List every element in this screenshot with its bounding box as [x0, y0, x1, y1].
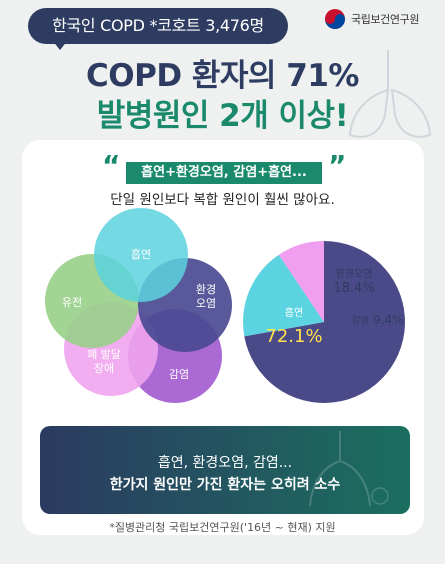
agency-logo: 국립보건연구원 — [324, 8, 419, 30]
headline-line1: COPD 환자의 71% — [86, 58, 359, 94]
pie-label-name-1: 환경오염 — [336, 267, 373, 280]
cohort-pill-tail — [52, 40, 68, 50]
pie-label-value-1: 18.4% — [333, 281, 374, 296]
headline-line2: 발병원인 2개 이상! — [96, 98, 349, 134]
venn-label-smoking: 흡연 — [131, 247, 151, 261]
pie-label-name-0: 흡연 — [285, 306, 303, 319]
card-subtitle: 단일 원인보다 복합 원인이 훨씬 많아요. — [110, 192, 335, 208]
taegeuk-logo-icon — [325, 9, 345, 29]
agency-name: 국립보건연구원 — [351, 13, 420, 26]
venn-label-environment: 환경 오염 — [196, 283, 216, 310]
pie-label-value-2: 9.4% — [373, 313, 404, 327]
pie-slice-0 — [244, 241, 405, 403]
summary-line1: 흡연, 환경오염, 감염... — [157, 455, 293, 471]
quote-close-mark: ” — [328, 149, 347, 182]
summary-box: 흡연, 환경오염, 감염... 한가지 원인만 가진 환자는 오히려 소수 — [40, 426, 410, 514]
venn-label-lung-development: 폐 발달 장애 — [87, 348, 121, 375]
cohort-label: 한국인 COPD *코호트 3,476명 — [28, 8, 288, 44]
summary-line2: 한가지 원인만 가진 환자는 오히려 소수 — [109, 477, 341, 493]
lungs-decoration-icon — [348, 50, 432, 138]
venn-circle-smoking — [94, 208, 188, 302]
lungs-background-icon — [309, 431, 389, 507]
pie-slice-2 — [278, 241, 324, 322]
venn-label-genetics: 유전 — [62, 296, 82, 309]
pie-slice-1 — [243, 254, 324, 337]
quote-open-mark: “ — [102, 149, 121, 182]
highlight-causes: 흡연+환경오염, 감염+흡연... — [126, 162, 322, 184]
venn-label-infection: 감염 — [169, 368, 189, 381]
footnote: *질병관리청 국립보건연구원('16년 ~ 현재) 지원 — [109, 521, 336, 534]
pie-label-value-0: 72.1% — [265, 326, 322, 347]
pie-label-name-2: 감염 — [352, 314, 369, 326]
